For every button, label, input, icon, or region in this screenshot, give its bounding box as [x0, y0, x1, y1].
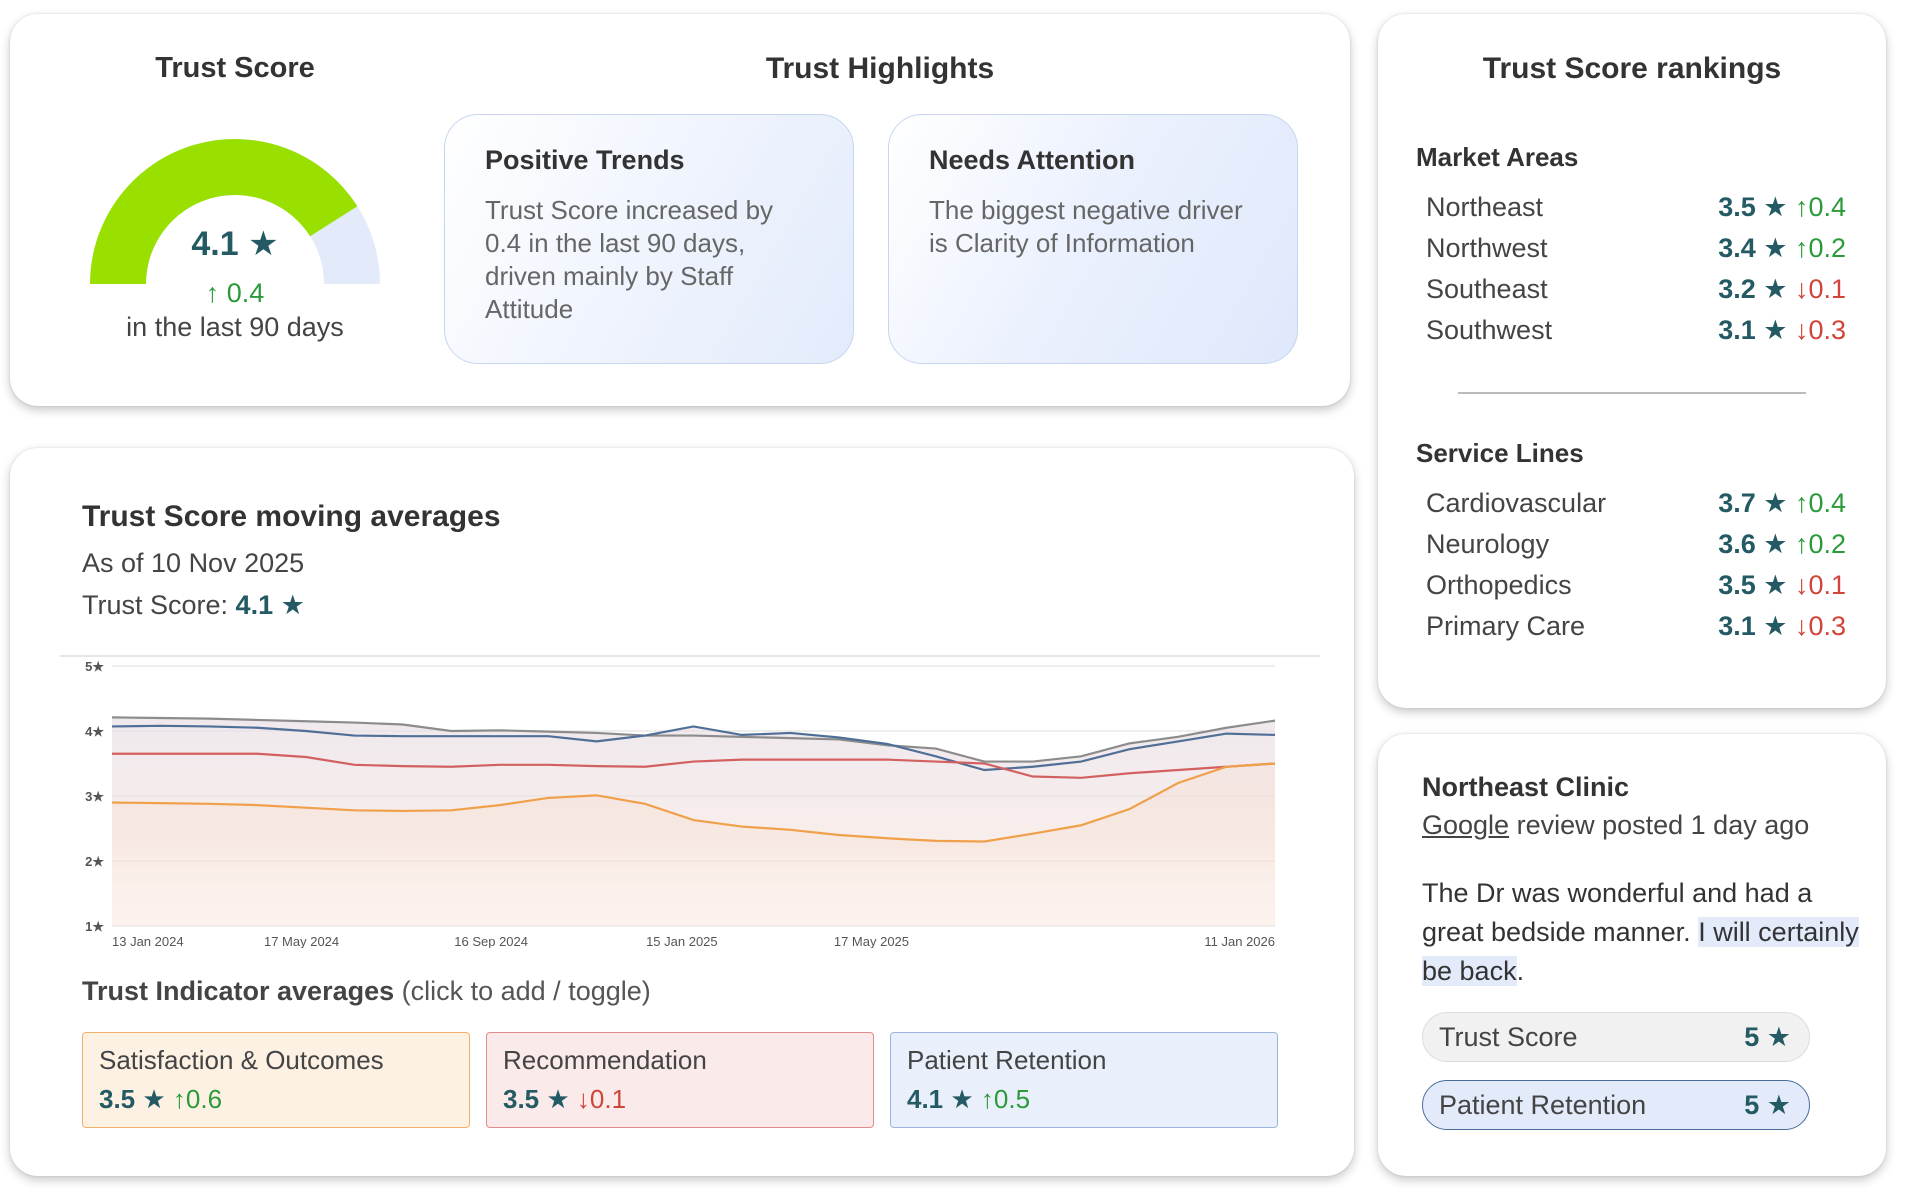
ranking-row-neurology[interactable]: Neurology 3.6 ★ ↑0.2 [1426, 529, 1846, 559]
rankings-card: Trust Score rankings Market Areas Northe… [1378, 14, 1886, 708]
ranking-row-northeast[interactable]: Northeast 3.5 ★ ↑0.4 [1426, 192, 1846, 222]
series-line-patient-retention [111, 724, 1276, 772]
y-tick-label: 1★ [85, 919, 104, 934]
review-source-link[interactable]: Google [1422, 810, 1510, 840]
review-text: The Dr was wonderful and had a great bed… [1422, 878, 1859, 986]
indicators-title: Trust Indicator averages (click to add /… [82, 976, 651, 1007]
trust-summary-card: Trust Score 4.1 ★ ↑ 0.4 in the last 90 d… [10, 14, 1350, 406]
indicator-change: ↓0.1 [576, 1084, 627, 1114]
ranking-row-primary-care[interactable]: Primary Care 3.1 ★ ↓0.3 [1426, 611, 1846, 641]
rankings-divider [1458, 392, 1806, 394]
trust-score-change: ↑ 0.4 [205, 278, 265, 308]
indicator-value: 4.1 ★ ↑0.5 [907, 1084, 1031, 1114]
review-source: Google review posted 1 day ago [1422, 810, 1810, 840]
score-value: 4.1 ★ [235, 590, 305, 620]
x-tick-label: 17 May 2024 [264, 934, 339, 948]
review-clinic-name: Northeast Clinic [1422, 772, 1630, 802]
satisfaction-area-fill [112, 763, 1275, 926]
series-line-trust-score [111, 716, 1276, 763]
x-tick-label: 16 Sep 2024 [454, 934, 528, 948]
x-tick-label: 11 Jan 2026 [1204, 934, 1275, 948]
ranking-row-southeast[interactable]: Southeast 3.2 ★ ↓0.1 [1426, 274, 1846, 304]
ranking-row-cardiovascular[interactable]: Cardiovascular 3.7 ★ ↑0.4 [1426, 488, 1846, 518]
series-line-satisfaction-outcomes [111, 762, 1276, 843]
indicators-hint: (click to add / toggle) [394, 976, 651, 1006]
x-tick-label: 15 Jan 2025 [646, 934, 718, 948]
indicator-name: Recommendation [503, 1045, 707, 1075]
review-pill-trust-score[interactable]: Trust Score 5 ★ [1422, 1012, 1810, 1062]
indicator-recommendation[interactable]: Recommendation 3.5 ★ ↓0.1 [486, 1032, 874, 1128]
gauge-fill [90, 139, 358, 285]
x-tick-label: 17 May 2025 [834, 934, 909, 948]
needs-attention-card[interactable]: Needs Attention The biggest negative dri… [888, 114, 1298, 364]
indicator-patient-retention[interactable]: Patient Retention 4.1 ★ ↑0.5 [890, 1032, 1278, 1128]
moving-averages-chart[interactable]: 1★ 2★ 3★ 4★ 5★ 13 Jan 2024 17 May 2024 16 Sep 2… [60, 648, 1320, 948]
trust-score-title: Trust Score [155, 52, 315, 84]
moving-averages-card: Trust Score moving averages As of 10 Nov… [10, 448, 1354, 1176]
indicator-value: 3.5 ★ ↑0.6 [99, 1084, 223, 1114]
x-tick-label: 13 Jan 2024 [112, 934, 184, 948]
indicator-name: Satisfaction & Outcomes [99, 1045, 384, 1075]
as-of-date: As of 10 Nov 2025 [82, 548, 305, 578]
trust-score-period: in the last 90 days [126, 312, 344, 342]
positive-trends-heading: Positive Trends [485, 145, 685, 175]
ranking-row-orthopedics[interactable]: Orthopedics 3.5 ★ ↓0.1 [1426, 570, 1846, 600]
positive-trends-card[interactable]: Positive Trends Trust Score increased by… [444, 114, 854, 364]
y-tick-label: 5★ [85, 659, 104, 674]
indicator-change: ↑0.5 [980, 1084, 1031, 1114]
trust-score-gauge [90, 139, 380, 285]
indicator-change: ↑0.6 [172, 1084, 223, 1114]
needs-attention-text: The biggest negative driver is Clarity o… [929, 195, 1243, 258]
rankings-title: Trust Score rankings [1482, 52, 1782, 85]
needs-attention-heading: Needs Attention [929, 145, 1136, 175]
ranking-row-southwest[interactable]: Southwest 3.1 ★ ↓0.3 [1426, 315, 1846, 345]
positive-trends-text: Trust Score increased by 0.4 in the last… [485, 195, 774, 324]
series-line-recommendation [112, 752, 1276, 779]
y-tick-label: 3★ [85, 789, 104, 804]
moving-averages-score: Trust Score: 4.1 ★ [82, 590, 305, 621]
indicator-name: Patient Retention [907, 1045, 1107, 1075]
indicators-heading: Trust Indicator averages [82, 976, 395, 1006]
y-tick-label: 2★ [85, 854, 104, 869]
trust-score-value: 4.1 ★ [191, 225, 279, 263]
y-tick-label: 4★ [85, 724, 104, 739]
review-card: Northeast Clinic Google review posted 1 … [1378, 734, 1886, 1176]
service-lines-heading: Service Lines [1416, 438, 1584, 468]
indicator-value: 3.5 ★ ↓0.1 [503, 1084, 627, 1114]
moving-averages-title: Trust Score moving averages [82, 500, 501, 533]
market-areas-heading: Market Areas [1416, 142, 1579, 172]
indicator-satisfaction[interactable]: Satisfaction & Outcomes 3.5 ★ ↑0.6 [82, 1032, 470, 1128]
highlights-title: Trust Highlights [765, 52, 995, 85]
review-pill-patient-retention[interactable]: Patient Retention 5 ★ [1422, 1080, 1810, 1130]
ranking-row-northwest[interactable]: Northwest 3.4 ★ ↑0.2 [1426, 233, 1846, 263]
score-label: Trust Score: [82, 590, 236, 620]
